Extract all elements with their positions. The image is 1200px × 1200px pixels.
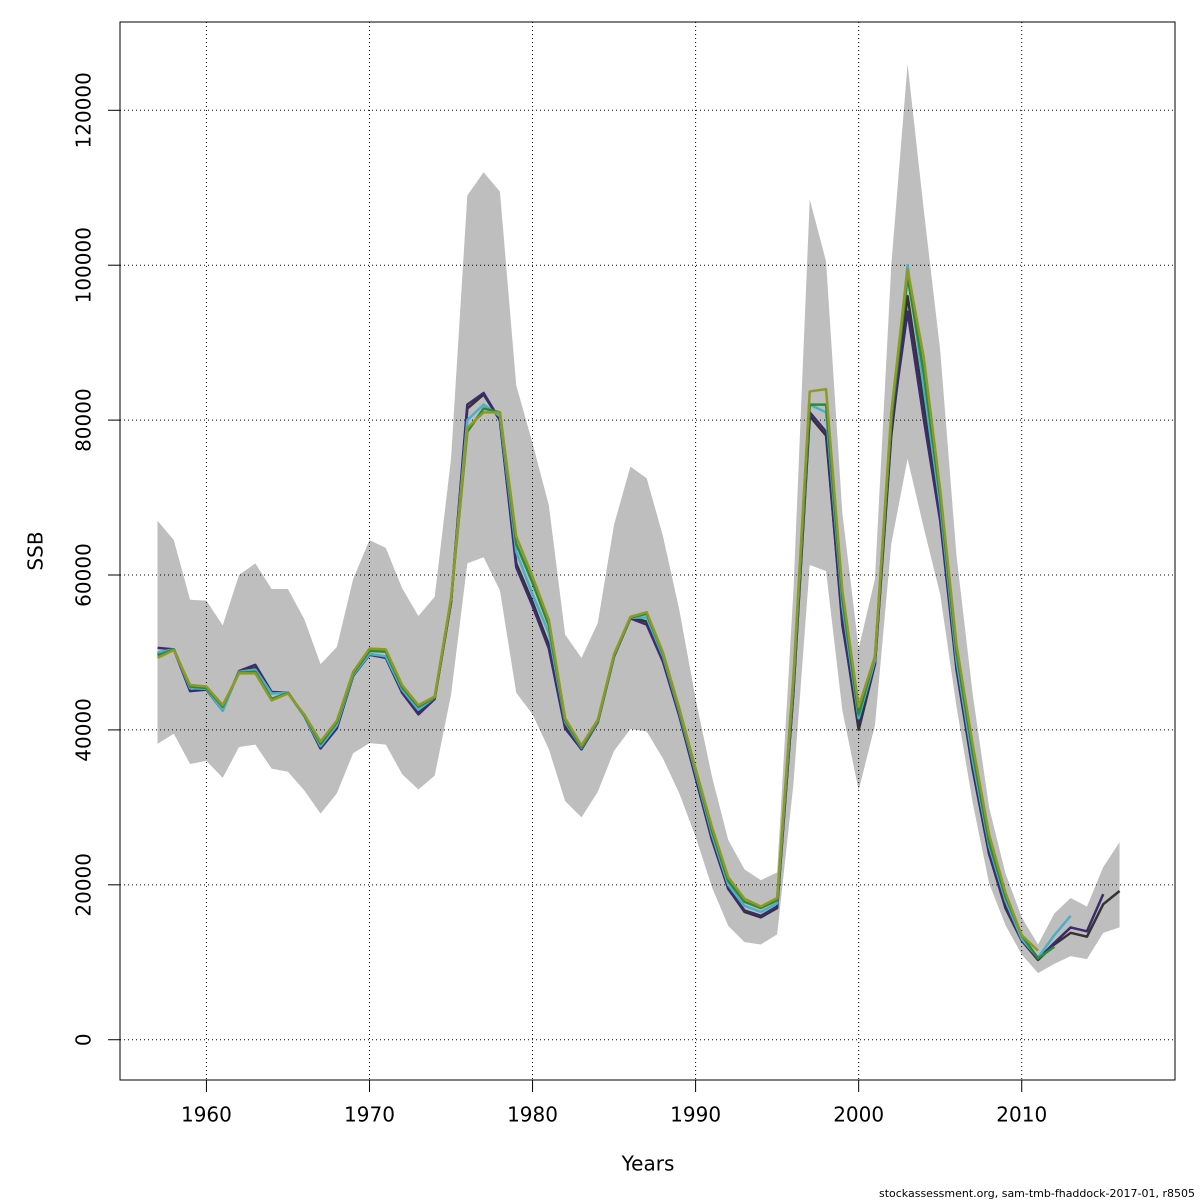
y-tick-label: 40000 — [72, 698, 96, 762]
y-axis-label: SSB — [24, 531, 48, 570]
x-tick-label: 2000 — [833, 1103, 884, 1127]
y-tick-label: 60000 — [72, 543, 96, 607]
y-tick-label: 100000 — [72, 227, 96, 303]
y-tick-label: 80000 — [72, 388, 96, 452]
y-tick-label: 0 — [72, 1033, 96, 1046]
plot-frame — [119, 21, 1176, 1081]
x-tick-label: 1990 — [670, 1103, 721, 1127]
x-tick-label: 1980 — [507, 1103, 558, 1127]
x-tick-label: 2010 — [996, 1103, 1047, 1127]
footer: stockassessment.org, sam-tmb-fhaddock-20… — [879, 1187, 1195, 1200]
confidence-band — [157, 63, 1120, 974]
x-tick-label: 1960 — [181, 1103, 232, 1127]
y-tick-label: 120000 — [72, 72, 96, 148]
series-line — [156, 267, 1039, 952]
x-tick-label: 1970 — [344, 1103, 395, 1127]
y-tick-label: 20000 — [72, 853, 96, 917]
x-axis-label: Years — [621, 1152, 675, 1176]
